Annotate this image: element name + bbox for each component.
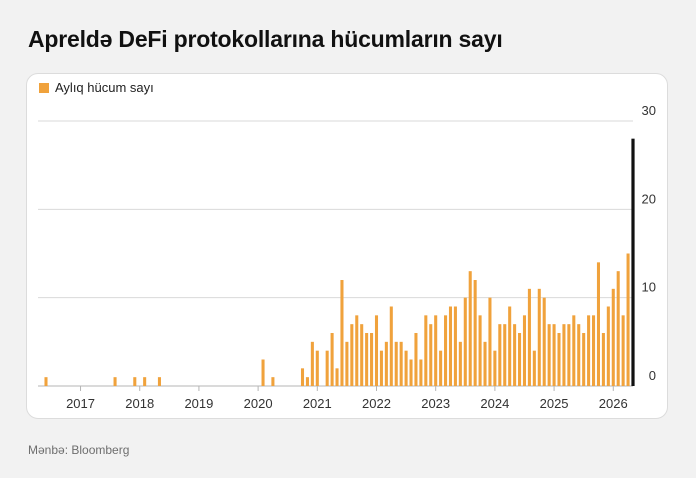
x-tick-label: 2021 [303, 396, 332, 411]
bar [453, 306, 457, 386]
bar [577, 324, 581, 386]
chart-title: Apreldə DeFi protokollarına hücumların s… [28, 26, 503, 52]
bar [498, 324, 502, 386]
bar [552, 324, 556, 386]
bar [409, 359, 413, 386]
bar [522, 315, 527, 386]
bar [463, 297, 467, 386]
bar [389, 306, 393, 386]
bar [143, 377, 147, 386]
bar [621, 315, 625, 386]
bar [325, 350, 329, 386]
bar [330, 333, 334, 386]
y-tick-label: 30 [642, 103, 656, 118]
bar [572, 315, 576, 386]
bar [606, 306, 610, 386]
x-tick-label: 2019 [184, 396, 213, 411]
bar [616, 271, 620, 386]
bar [626, 253, 630, 386]
bar [483, 341, 487, 386]
bar [434, 315, 438, 386]
bar [493, 350, 497, 386]
bar [439, 350, 443, 386]
chart-card: Aylıq hücum sayı 0 10 20 30 2017 2018 2019 2020… [26, 73, 668, 419]
bar [300, 368, 305, 386]
bar [567, 324, 571, 386]
bar [596, 262, 600, 386]
highlight-bar [631, 138, 635, 386]
bar [310, 341, 314, 386]
bar [340, 280, 344, 386]
bar [271, 377, 275, 386]
bar [444, 315, 448, 386]
y-tick-label: 0 [649, 368, 656, 383]
bar [429, 324, 433, 386]
y-tick-label: 10 [642, 280, 656, 295]
x-tick-label: 2020 [244, 396, 273, 411]
bar [508, 306, 512, 386]
bar [611, 288, 615, 386]
bar [305, 377, 309, 386]
bar [374, 315, 379, 386]
bar [157, 377, 161, 386]
x-tick-label: 2025 [540, 396, 569, 411]
bar [365, 333, 369, 386]
x-tick-label: 2022 [362, 396, 391, 411]
bar [582, 333, 586, 386]
bar [547, 324, 551, 386]
bar [404, 350, 408, 386]
bar [527, 288, 531, 386]
x-tick-label: 2024 [480, 396, 509, 411]
y-tick-label: 20 [642, 191, 656, 206]
bar [537, 288, 541, 386]
bar [261, 359, 265, 386]
bar [133, 377, 137, 386]
x-tick-label: 2017 [66, 396, 95, 411]
bar [478, 315, 482, 386]
bar [601, 333, 605, 386]
bar [399, 341, 403, 386]
bar [424, 315, 428, 386]
bar [113, 377, 117, 386]
x-tick-label: 2018 [125, 396, 154, 411]
bar-chart: 0 10 20 30 2017 2018 2019 2020 2021 2022 2023 2024 2… [38, 103, 656, 411]
bar [350, 324, 354, 386]
bar [592, 315, 596, 386]
bar [503, 324, 507, 386]
bar [355, 315, 359, 386]
legend-label: Aylıq hücum sayı [55, 80, 154, 95]
bar [587, 315, 591, 386]
bar [448, 306, 453, 386]
bar [458, 341, 462, 386]
bar [473, 280, 477, 386]
source-note: Mənbə: Bloomberg [28, 443, 130, 457]
bar [532, 350, 536, 386]
bar [468, 271, 472, 386]
bar [488, 297, 492, 386]
bar [557, 333, 561, 386]
bar [542, 297, 546, 386]
bar [518, 333, 522, 386]
bar [419, 359, 423, 386]
legend-swatch [39, 82, 49, 93]
bar [379, 350, 383, 386]
legend: Aylıq hücum sayı [39, 80, 154, 95]
bar [562, 324, 566, 386]
bar [335, 368, 339, 386]
bar [513, 324, 517, 386]
bar [384, 341, 388, 386]
x-tick-label: 2026 [599, 396, 628, 411]
bar [414, 333, 418, 386]
bar [345, 341, 349, 386]
bar [394, 341, 398, 386]
bar [360, 324, 364, 386]
bar [44, 377, 48, 386]
bar [370, 333, 374, 386]
x-tick-label: 2023 [421, 396, 450, 411]
bar [315, 350, 319, 386]
